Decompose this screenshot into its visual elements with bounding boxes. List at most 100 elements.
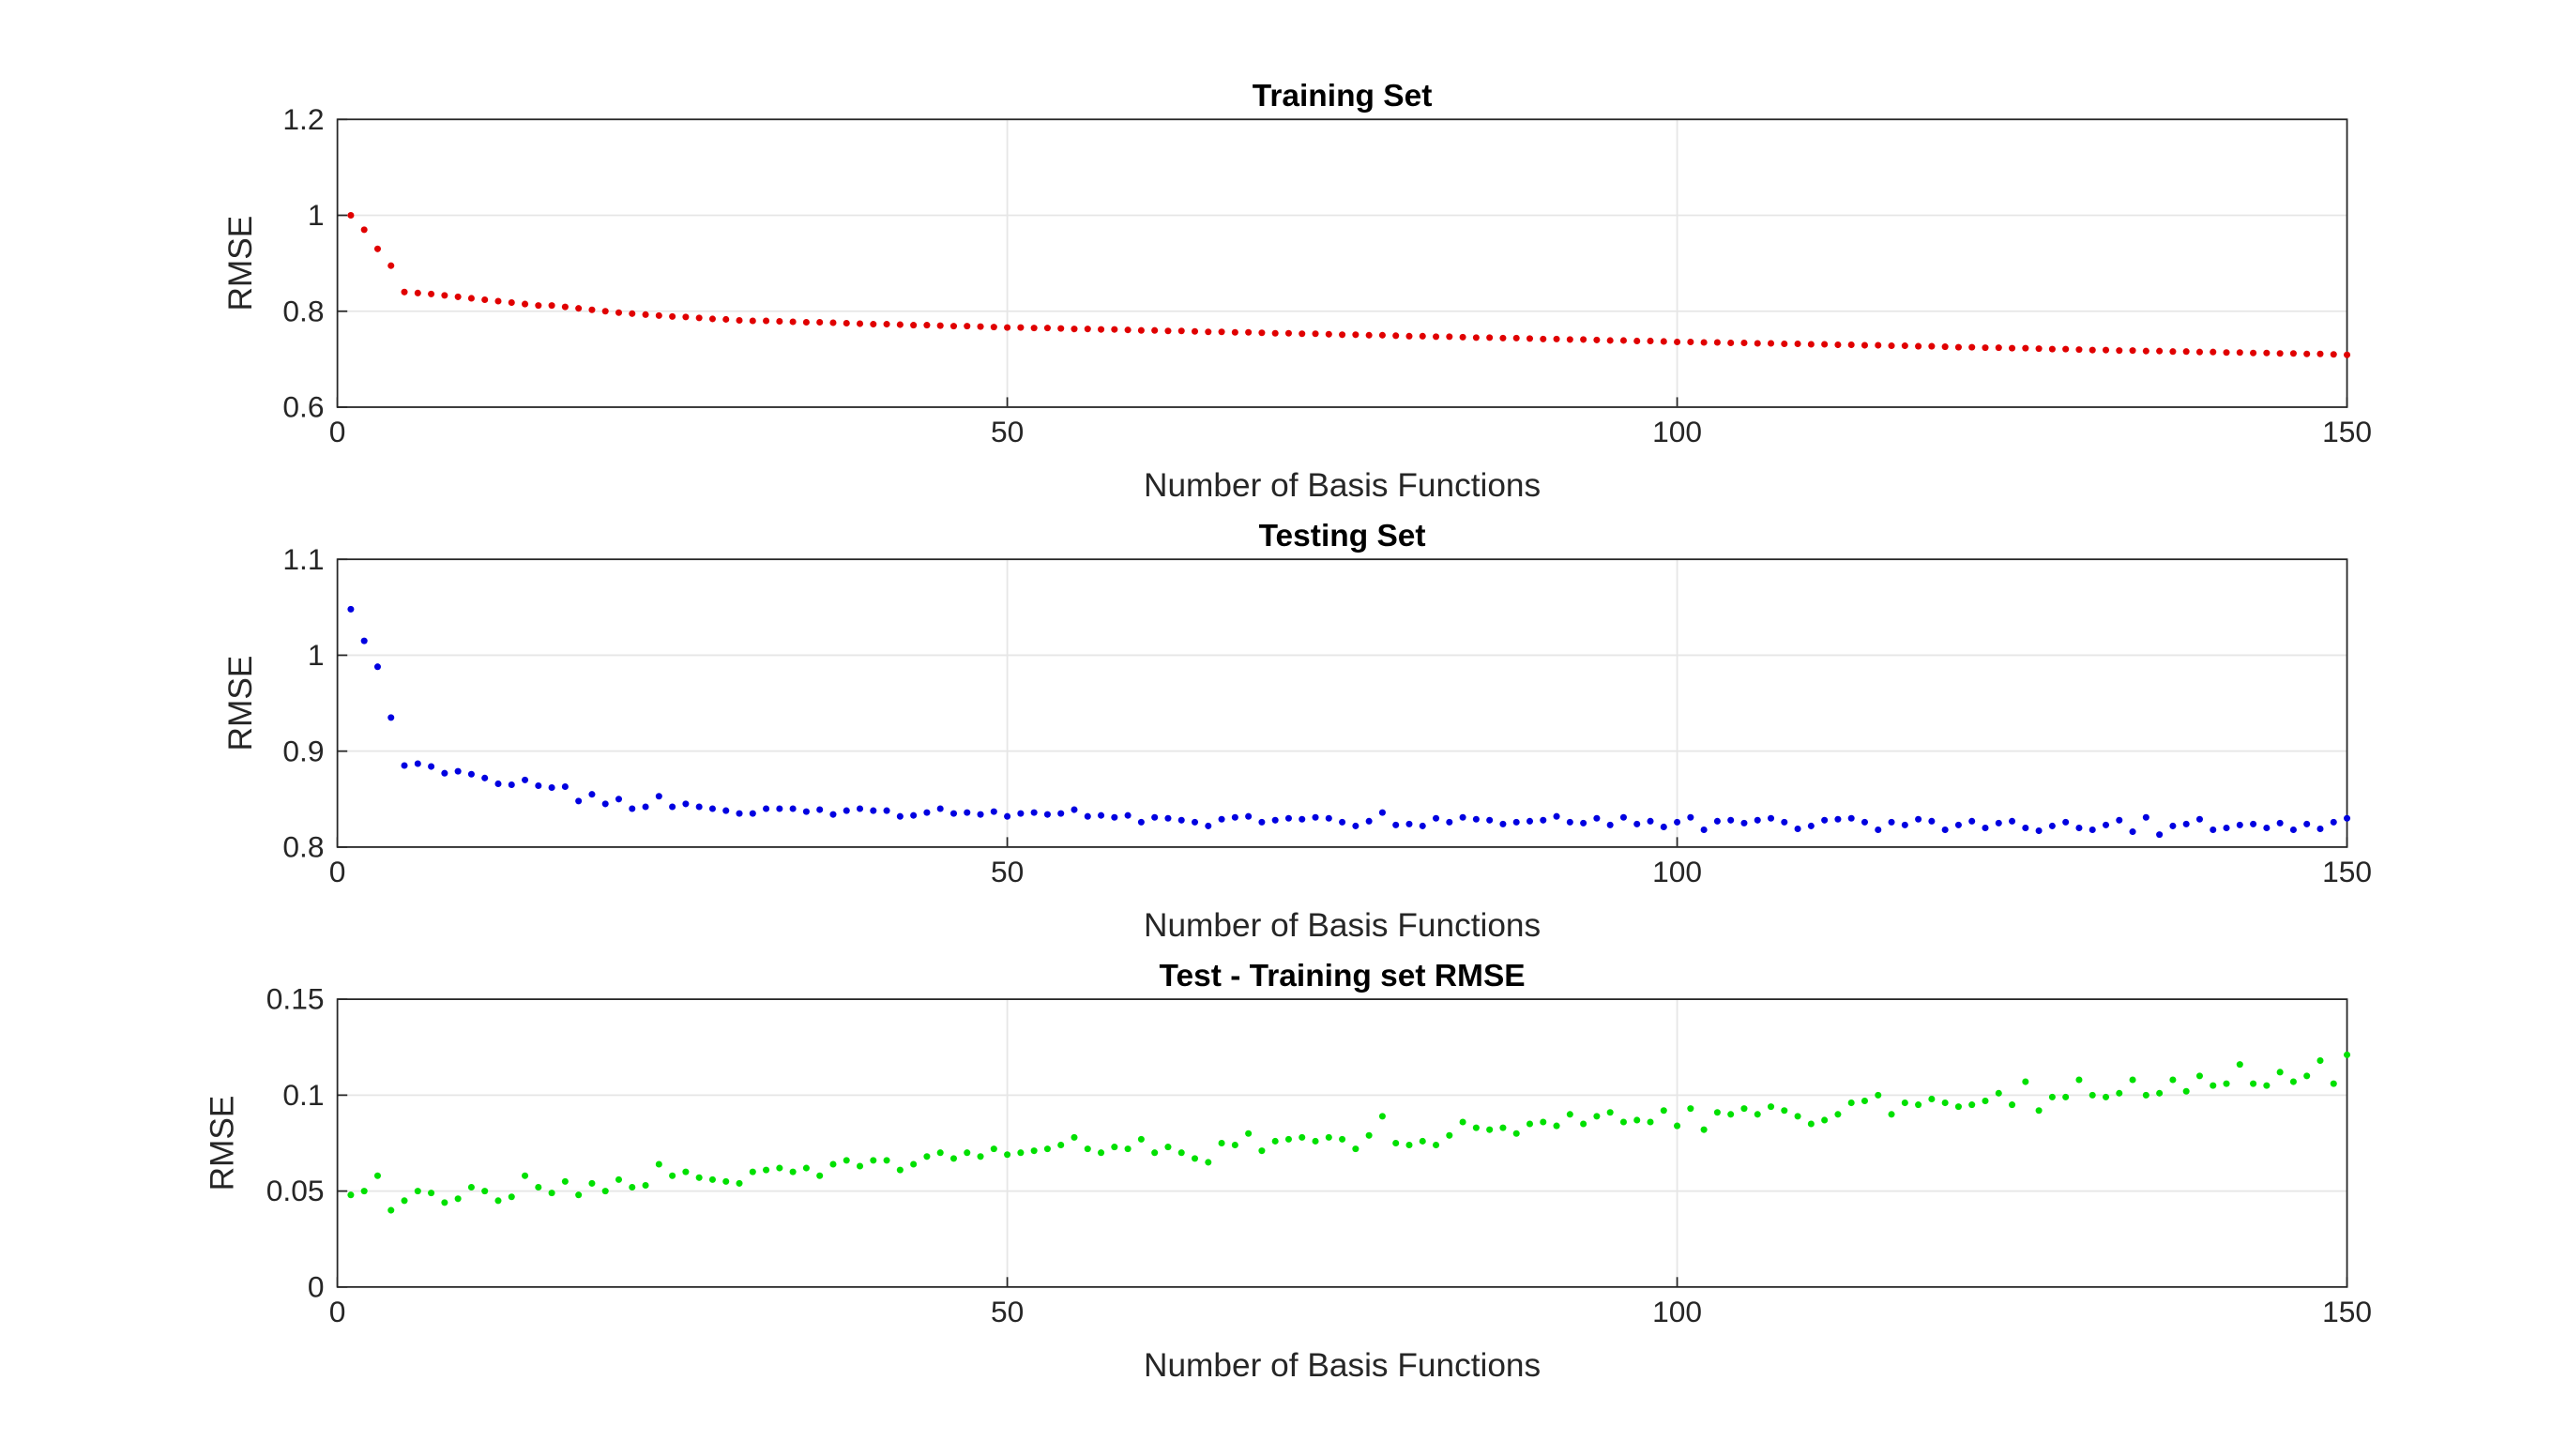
data-point — [522, 300, 529, 308]
data-point — [1928, 342, 1936, 350]
data-point — [1982, 1097, 1989, 1105]
data-point — [561, 303, 569, 311]
data-point — [682, 800, 690, 808]
data-point — [601, 800, 609, 808]
data-point — [1124, 1145, 1132, 1153]
data-point — [535, 302, 542, 310]
data-point — [1299, 330, 1306, 338]
data-point — [936, 1149, 944, 1157]
data-point — [843, 807, 850, 814]
data-point — [910, 1160, 918, 1168]
data-point — [949, 323, 958, 330]
data-point — [949, 810, 958, 817]
data-point — [2344, 1051, 2351, 1058]
data-point — [1472, 1124, 1480, 1131]
data-point — [1017, 1149, 1025, 1157]
data-point — [1271, 329, 1279, 337]
data-point — [1928, 817, 1936, 825]
data-point — [1137, 818, 1145, 826]
data-point — [347, 1191, 355, 1199]
data-point — [910, 322, 918, 329]
data-point — [1017, 324, 1025, 331]
data-point — [1231, 328, 1238, 336]
data-point — [1674, 818, 1681, 826]
data-point — [494, 780, 502, 787]
data-point — [548, 1190, 555, 1197]
data-point — [1794, 1113, 1801, 1120]
data-point — [856, 1162, 864, 1170]
data-point — [1740, 339, 1748, 347]
x-tick-label: 150 — [2322, 855, 2372, 888]
data-point — [2182, 1087, 2190, 1095]
data-point — [1151, 1149, 1159, 1157]
y-tick-label: 0.15 — [266, 982, 325, 1016]
data-point — [1218, 815, 1225, 823]
data-point — [1164, 814, 1172, 822]
data-point — [548, 302, 555, 310]
data-point — [923, 322, 931, 329]
data-point — [1004, 1151, 1011, 1159]
data-point — [2102, 346, 2110, 354]
data-point — [1619, 813, 1627, 821]
data-point — [2316, 350, 2324, 357]
data-point — [763, 805, 770, 812]
data-point — [883, 1157, 890, 1164]
data-point — [2048, 822, 2056, 829]
data-point — [1405, 332, 1413, 340]
data-point — [1540, 335, 1547, 342]
data-point — [977, 1153, 984, 1160]
data-point — [401, 762, 408, 769]
plot-area — [337, 999, 2347, 1287]
data-point — [2344, 814, 2351, 822]
data-point — [789, 805, 797, 812]
data-point — [1231, 813, 1238, 821]
y-tick-label: 0.05 — [266, 1174, 325, 1207]
data-point — [2116, 816, 2123, 824]
data-point — [1111, 326, 1118, 333]
data-point — [467, 295, 475, 302]
data-point — [749, 317, 756, 325]
data-point — [1660, 338, 1667, 345]
data-point — [2210, 348, 2217, 356]
data-point — [454, 293, 462, 300]
data-point — [1713, 1109, 1721, 1116]
data-point — [1017, 810, 1025, 817]
data-point — [1834, 815, 1842, 823]
data-point — [2116, 1089, 2123, 1097]
data-point — [776, 1164, 783, 1172]
data-point — [896, 321, 904, 328]
data-point — [1352, 822, 1359, 829]
data-point — [789, 1168, 797, 1175]
y-axis-label: RMSE — [205, 1096, 241, 1191]
y-axis-label: RMSE — [222, 656, 259, 751]
data-point — [1392, 1139, 1400, 1147]
data-point — [1767, 340, 1775, 347]
data-point — [629, 805, 636, 812]
data-point — [1901, 342, 1908, 350]
data-point — [802, 808, 810, 815]
data-point — [1392, 332, 1400, 340]
data-point — [896, 1166, 904, 1174]
data-point — [802, 318, 810, 326]
x-tick-label: 100 — [1652, 855, 1702, 888]
data-point — [1111, 1144, 1118, 1151]
x-tick-label: 50 — [991, 855, 1024, 888]
data-point — [1968, 817, 1976, 825]
data-point — [1459, 1118, 1466, 1126]
data-point — [2062, 1093, 2070, 1100]
chart-title: Training Set — [1253, 79, 1433, 114]
data-point — [1540, 816, 1547, 824]
data-point — [347, 605, 355, 613]
data-point — [575, 305, 583, 312]
data-point — [682, 1168, 690, 1175]
data-point — [1258, 1147, 1266, 1155]
data-point — [548, 784, 555, 792]
data-point — [1540, 1118, 1547, 1126]
data-point — [829, 319, 837, 326]
data-point — [1593, 336, 1601, 343]
data-point — [1258, 818, 1266, 826]
data-point — [1405, 1142, 1413, 1149]
data-point — [1566, 818, 1573, 826]
data-point — [1057, 1142, 1065, 1149]
data-point — [387, 714, 395, 721]
